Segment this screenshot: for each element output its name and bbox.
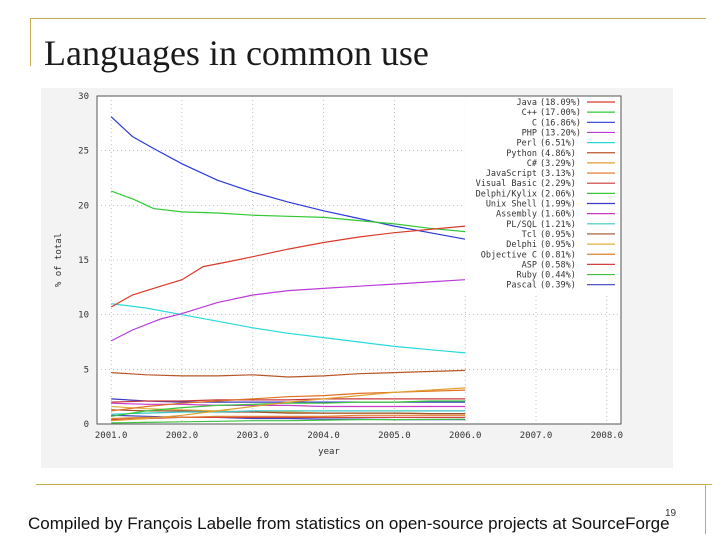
legend-share: (3.13%) xyxy=(540,169,576,179)
legend-share: (1.99%) xyxy=(540,200,576,210)
y-axis-label: % of total xyxy=(54,233,64,287)
series-line-tcl xyxy=(111,409,466,415)
series-line-delphi-kylix xyxy=(111,400,466,417)
x-tick-label: 2006.0 xyxy=(449,431,482,441)
legend-box xyxy=(465,97,620,294)
legend-share: (18.09%) xyxy=(540,98,581,108)
frame-bottom-line xyxy=(36,484,712,485)
series-line-c- xyxy=(110,190,466,233)
legend-share: (0.81%) xyxy=(540,250,576,260)
y-tick-label: 25 xyxy=(78,147,89,157)
x-axis-label: year xyxy=(318,447,340,457)
x-tick-label: 2004.0 xyxy=(307,431,340,441)
x-tick-label: 2007.0 xyxy=(520,431,553,441)
frame-top-line xyxy=(30,18,706,19)
legend-label: Tcl xyxy=(522,230,537,240)
legend-label: Python xyxy=(506,149,537,159)
legend-share: (1.21%) xyxy=(540,220,576,230)
x-tick-label: 2005.0 xyxy=(378,431,411,441)
chart-panel: 0 5 10 15 20 25 30 2001.0 2002.0 2003.0 2004.0 2005… xyxy=(41,88,673,468)
legend-share: (2.06%) xyxy=(540,189,576,199)
legend-share: (17.00%) xyxy=(540,108,581,118)
legend-label: Java xyxy=(517,98,537,108)
legend-label: Delphi/Kylix xyxy=(476,189,537,199)
x-tick-label: 2003.0 xyxy=(237,431,270,441)
y-tick-label: 0 xyxy=(84,420,89,430)
legend-share: (16.86%) xyxy=(540,118,581,128)
y-tick-label: 10 xyxy=(78,311,89,321)
legend-label: PHP xyxy=(522,128,537,138)
legend-share: (3.29%) xyxy=(540,159,576,169)
legend-label: ASP xyxy=(522,260,537,270)
legend-share: (0.95%) xyxy=(540,240,576,250)
frame-right-line xyxy=(705,484,706,534)
page-number: 19 xyxy=(665,508,677,519)
x-tick-label: 2008.0 xyxy=(591,431,624,441)
series-line-pl-sql xyxy=(111,410,466,415)
language-share-chart: 0 5 10 15 20 25 30 2001.0 2002.0 2003.0 2004.0 2005… xyxy=(54,92,624,457)
series-line-perl xyxy=(111,303,466,354)
series-line-java xyxy=(110,225,466,308)
frame-left-line xyxy=(30,18,31,66)
series-line-php xyxy=(110,279,466,342)
legend-share: (0.44%) xyxy=(540,271,576,281)
legend-share: (2.29%) xyxy=(540,179,576,189)
legend-label: C# xyxy=(527,159,538,169)
legend-share: (0.95%) xyxy=(540,230,576,240)
legend-label: Visual Basic xyxy=(476,179,537,189)
legend-label: PL/SQL xyxy=(506,220,537,230)
series-line-visual-basic xyxy=(111,398,466,403)
legend-label: Objective C xyxy=(481,250,537,260)
legend-label: Delphi xyxy=(506,240,537,250)
legend-label: C++ xyxy=(522,108,537,118)
legend-label: Ruby xyxy=(517,271,537,281)
y-tick-label: 20 xyxy=(78,201,89,211)
legend-label: JavaScript xyxy=(486,169,537,179)
legend-label: Unix Shell xyxy=(486,200,537,210)
legend-share: (4.86%) xyxy=(540,149,576,159)
series-line-objective-c xyxy=(111,414,466,420)
series-line-ruby xyxy=(111,418,466,424)
slide-title: Languages in common use xyxy=(44,33,429,73)
series-line-python xyxy=(111,369,466,378)
legend-label: Assembly xyxy=(496,210,537,220)
legend-share: (6.51%) xyxy=(540,139,576,149)
y-tick-label: 15 xyxy=(78,256,89,266)
legend-share: (0.39%) xyxy=(540,281,576,291)
legend-share: (0.58%) xyxy=(540,260,576,270)
series-line-c- xyxy=(111,387,466,422)
slide-caption: Compiled by François Labelle from statis… xyxy=(28,514,670,533)
x-tick-label: 2002.0 xyxy=(166,431,199,441)
legend-share: (13.20%) xyxy=(540,128,581,138)
y-tick-label: 5 xyxy=(84,365,89,375)
legend-label: Perl xyxy=(517,139,537,149)
legend-label: Pascal xyxy=(506,281,537,291)
legend-share: (1.60%) xyxy=(540,210,576,220)
y-tick-label: 30 xyxy=(78,92,89,102)
series-line-c xyxy=(110,116,466,240)
legend-label: C xyxy=(532,118,537,128)
x-tick-label: 2001.0 xyxy=(95,431,128,441)
